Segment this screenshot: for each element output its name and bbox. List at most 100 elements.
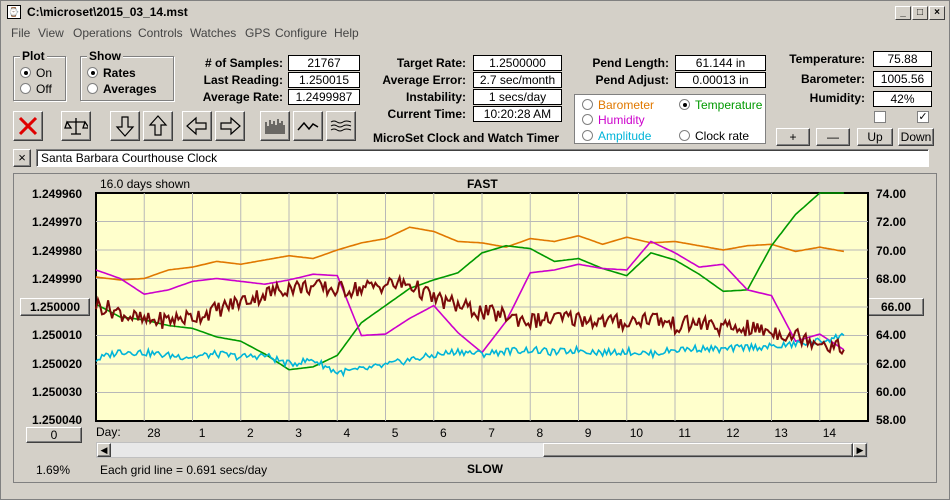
down-arrow-button[interactable] — [110, 111, 140, 141]
samples-value: 21767 — [288, 55, 360, 71]
samples-label: # of Samples: — [204, 56, 283, 70]
sensor-barometer-radio[interactable]: Barometer — [582, 98, 654, 112]
x-tick-label: 8 — [537, 426, 544, 440]
plot-off-label: Off — [36, 82, 52, 96]
scale-up-button[interactable]: Up — [857, 128, 893, 146]
up-arrow-button[interactable] — [143, 111, 173, 141]
menu-controls[interactable]: Controls — [138, 26, 183, 40]
red-x-icon — [18, 116, 38, 136]
title-bar: ⌚ C:\microset\2015_03_14.mst _ □ × — [3, 3, 947, 22]
zero-button[interactable]: 0 — [26, 427, 82, 443]
last-reading-label: Last Reading: — [203, 73, 283, 87]
series-line-barometer — [95, 226, 845, 281]
close-clock-button[interactable]: × — [13, 149, 31, 167]
y-left-tick: 1.249960 — [32, 187, 83, 201]
temperature-value: 75.88 — [873, 51, 932, 67]
plot-on-label: On — [36, 66, 53, 80]
radio-selected-icon — [20, 67, 31, 78]
series-line-temperature — [95, 192, 844, 371]
sensor-amplitude-radio[interactable]: Amplitude — [582, 129, 651, 143]
minimize-button[interactable]: _ — [895, 6, 911, 20]
center-rate-button[interactable]: 1.250000 — [20, 298, 90, 316]
radio-icon — [582, 114, 593, 125]
sensor-clockrate-radio[interactable]: Clock rate — [679, 129, 749, 143]
show-rates-label: Rates — [103, 66, 136, 80]
bars-view-button[interactable] — [260, 111, 290, 141]
y-left-tick: 1.249970 — [32, 215, 83, 229]
y-left-tick: 1.249980 — [32, 244, 83, 258]
pend-adjust-value: 0.00013 in — [675, 72, 766, 88]
balance-button[interactable] — [61, 111, 91, 141]
menu-gps[interactable]: GPS — [245, 26, 271, 40]
right-arrow-button[interactable] — [215, 111, 245, 141]
left-arrow-button[interactable] — [182, 111, 212, 141]
scroll-right-icon[interactable]: ▶ — [853, 443, 867, 457]
y-right-tick: 72.00 — [876, 215, 907, 229]
target-rate-value: 1.2500000 — [473, 55, 562, 71]
x-tick-label: 12 — [726, 426, 740, 440]
x-tick-label: 5 — [392, 426, 399, 440]
line-view-button[interactable] — [293, 111, 323, 141]
instability-value: 1 secs/day — [473, 89, 562, 105]
series-line-amplitude — [95, 332, 845, 378]
x-tick-label: 11 — [678, 426, 691, 440]
show-group-title: Show — [87, 49, 123, 63]
y-left-tick: 1.250030 — [32, 385, 83, 399]
x-tick-label: 1 — [199, 426, 206, 440]
plot-off-radio[interactable]: Off — [20, 82, 52, 96]
show-averages-label: Averages — [103, 82, 157, 96]
show-rates-radio[interactable]: Rates — [87, 66, 136, 80]
grid-note: Each grid line = 0.691 secs/day — [100, 463, 268, 477]
radio-icon — [87, 83, 98, 94]
horizontal-scrollbar[interactable]: ◀ ▶ — [96, 442, 868, 458]
scale-plus-button[interactable]: + — [776, 128, 810, 146]
menu-file[interactable]: File — [11, 26, 31, 40]
scale-down-button[interactable]: Down — [898, 128, 934, 146]
plot-group: Plot On Off — [13, 49, 66, 101]
x-tick-label: 14 — [823, 426, 837, 440]
y-left-tick: 1.250010 — [32, 328, 83, 342]
sensor-clockrate-label: Clock rate — [695, 129, 750, 143]
series-line-humidity — [95, 240, 845, 354]
average-rate-label: Average Rate: — [202, 90, 283, 104]
sensor-humidity-radio[interactable]: Humidity — [582, 113, 645, 127]
menu-view[interactable]: View — [38, 26, 64, 40]
y-left-tick: 1.250040 — [32, 413, 83, 427]
rate-plot: 28 1 2 3 4 5 6 7 8 9 10 11 12 13 14 — [95, 192, 869, 440]
y-right-tick: 74.00 — [876, 187, 907, 201]
maximize-button[interactable]: □ — [912, 6, 928, 20]
checkbox-right[interactable]: ✓ — [917, 111, 929, 123]
menu-operations[interactable]: Operations — [73, 26, 132, 40]
clock-name-field[interactable]: Santa Barbara Courthouse Clock — [36, 149, 929, 167]
sensor-barometer-label: Barometer — [598, 98, 655, 112]
chart-panel: 16.0 days shown FAST SLOW Each grid line… — [13, 173, 937, 483]
close-button[interactable]: × — [929, 6, 945, 20]
x-tick-label: 10 — [630, 426, 644, 440]
menu-watches[interactable]: Watches — [190, 26, 237, 40]
plot-on-radio[interactable]: On — [20, 66, 52, 80]
center-temp-button[interactable]: 66.00 — [868, 298, 924, 316]
menu-bar: File View Operations Controls Watches GP… — [3, 24, 947, 42]
down-arrow-icon — [115, 116, 135, 137]
show-averages-radio[interactable]: Averages — [87, 82, 157, 96]
menu-help[interactable]: Help — [334, 26, 359, 40]
clear-data-button[interactable] — [13, 111, 43, 141]
sensor-temperature-radio[interactable]: Temperature — [679, 98, 762, 112]
percent-label: 1.69% — [36, 463, 71, 477]
wave-view-button[interactable] — [326, 111, 356, 141]
checkbox-left[interactable] — [874, 111, 886, 123]
y-right-tick: 62.00 — [876, 357, 907, 371]
y-right-tick: 70.00 — [876, 244, 907, 258]
current-time-label: Current Time: — [387, 107, 466, 121]
target-rate-label: Target Rate: — [396, 56, 466, 70]
scroll-left-icon[interactable]: ◀ — [97, 443, 111, 457]
menu-configure[interactable]: Configure — [275, 26, 328, 40]
sensor-temperature-label: Temperature — [695, 98, 763, 112]
slow-label: SLOW — [467, 462, 503, 476]
app-icon[interactable]: ⌚ — [7, 5, 21, 19]
barometer-label: Barometer: — [800, 72, 865, 86]
scroll-thumb[interactable] — [543, 443, 853, 457]
wave-plot-icon — [330, 120, 352, 132]
scale-minus-button[interactable]: — — [816, 128, 850, 146]
